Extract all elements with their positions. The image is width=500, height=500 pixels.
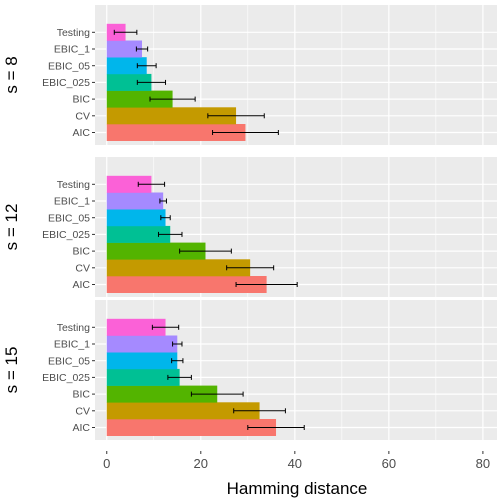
bar bbox=[106, 352, 178, 370]
facet-strips: s = 8 s = 12 s = 15 bbox=[2, 56, 21, 393]
y-tick-label: EBIC_1 bbox=[54, 339, 90, 351]
bar bbox=[106, 209, 166, 227]
facet-strip-label: s = 12 bbox=[2, 204, 21, 251]
error-bar bbox=[167, 374, 192, 380]
y-tick-label: BIC bbox=[72, 389, 90, 401]
x-axis-title: Hamming distance bbox=[227, 479, 368, 498]
y-tick-label: EBIC_1 bbox=[54, 196, 90, 208]
bar bbox=[106, 175, 152, 193]
error-bar bbox=[157, 231, 183, 237]
facet-panel: AIC CV BIC EBIC_025 EBIC_05 EBIC_1 Testing bbox=[42, 5, 497, 145]
y-tick-label: Testing bbox=[57, 27, 90, 39]
y-tick-label: AIC bbox=[72, 422, 90, 434]
error-bar bbox=[212, 130, 279, 135]
y-tick-label: EBIC_05 bbox=[48, 355, 90, 367]
error-bar bbox=[136, 63, 157, 69]
bar bbox=[106, 40, 143, 58]
bar bbox=[106, 192, 164, 210]
facet-panels: AIC CV BIC EBIC_025 EBIC_05 EBIC_1 Testing AIC C… bbox=[42, 5, 497, 440]
bar bbox=[106, 90, 173, 108]
x-tick-label: 0 bbox=[103, 456, 110, 471]
error-bar bbox=[160, 215, 171, 221]
bar bbox=[106, 242, 206, 260]
bar bbox=[106, 73, 152, 91]
bar bbox=[106, 335, 178, 353]
y-tick-label: EBIC_1 bbox=[54, 44, 90, 56]
y-tick-label: CV bbox=[75, 110, 90, 122]
facet-panel: AIC CV BIC EBIC_025 EBIC_05 EBIC_1 Testing bbox=[42, 157, 497, 297]
y-tick-label: EBIC_05 bbox=[48, 60, 90, 72]
y-tick-label: EBIC_05 bbox=[48, 212, 90, 224]
error-bar bbox=[113, 29, 138, 35]
y-tick-label: Testing bbox=[57, 322, 90, 334]
error-bar bbox=[233, 408, 286, 414]
bar bbox=[106, 107, 237, 125]
y-tick-label: Testing bbox=[57, 179, 90, 191]
y-tick-label: EBIC_025 bbox=[42, 77, 90, 89]
y-tick-label: CV bbox=[75, 262, 90, 274]
error-bar bbox=[136, 79, 167, 85]
y-tick-label: AIC bbox=[72, 279, 90, 291]
error-bar bbox=[151, 324, 180, 330]
bar bbox=[106, 385, 218, 403]
bar bbox=[106, 225, 171, 243]
bar bbox=[106, 318, 166, 336]
error-bar bbox=[159, 198, 167, 204]
error-bar bbox=[179, 248, 232, 254]
error-bar bbox=[235, 282, 298, 287]
x-tick-label: 60 bbox=[382, 456, 396, 471]
y-tick-label: BIC bbox=[72, 246, 90, 258]
error-bar bbox=[207, 113, 265, 119]
error-bar bbox=[247, 425, 305, 430]
x-tick-label: 40 bbox=[288, 456, 302, 471]
error-bar bbox=[172, 341, 183, 347]
bar bbox=[106, 57, 147, 75]
y-tick-label: EBIC_025 bbox=[42, 372, 90, 384]
error-bar bbox=[137, 181, 166, 187]
facet-strip-label: s = 8 bbox=[2, 56, 21, 93]
facet-panel: AIC CV BIC EBIC_025 EBIC_05 EBIC_1 Testing bbox=[42, 300, 497, 440]
error-bar bbox=[135, 46, 149, 52]
y-tick-label: EBIC_025 bbox=[42, 229, 90, 241]
x-axis: 0 20 40 60 80 bbox=[103, 451, 490, 471]
x-tick-label: 80 bbox=[476, 456, 490, 471]
bar bbox=[106, 124, 246, 141]
x-tick-label: 20 bbox=[194, 456, 208, 471]
y-tick-label: AIC bbox=[72, 127, 90, 139]
error-bar bbox=[171, 358, 184, 364]
bar bbox=[106, 259, 251, 277]
y-tick-label: BIC bbox=[72, 94, 90, 106]
facet-strip-label: s = 15 bbox=[2, 347, 21, 394]
bar bbox=[106, 402, 260, 420]
error-bar bbox=[190, 391, 244, 397]
bar bbox=[106, 368, 180, 386]
error-bar bbox=[226, 265, 275, 271]
y-tick-label: CV bbox=[75, 405, 90, 417]
bar bbox=[106, 276, 267, 293]
error-bar bbox=[149, 96, 196, 102]
bar bbox=[106, 419, 277, 436]
